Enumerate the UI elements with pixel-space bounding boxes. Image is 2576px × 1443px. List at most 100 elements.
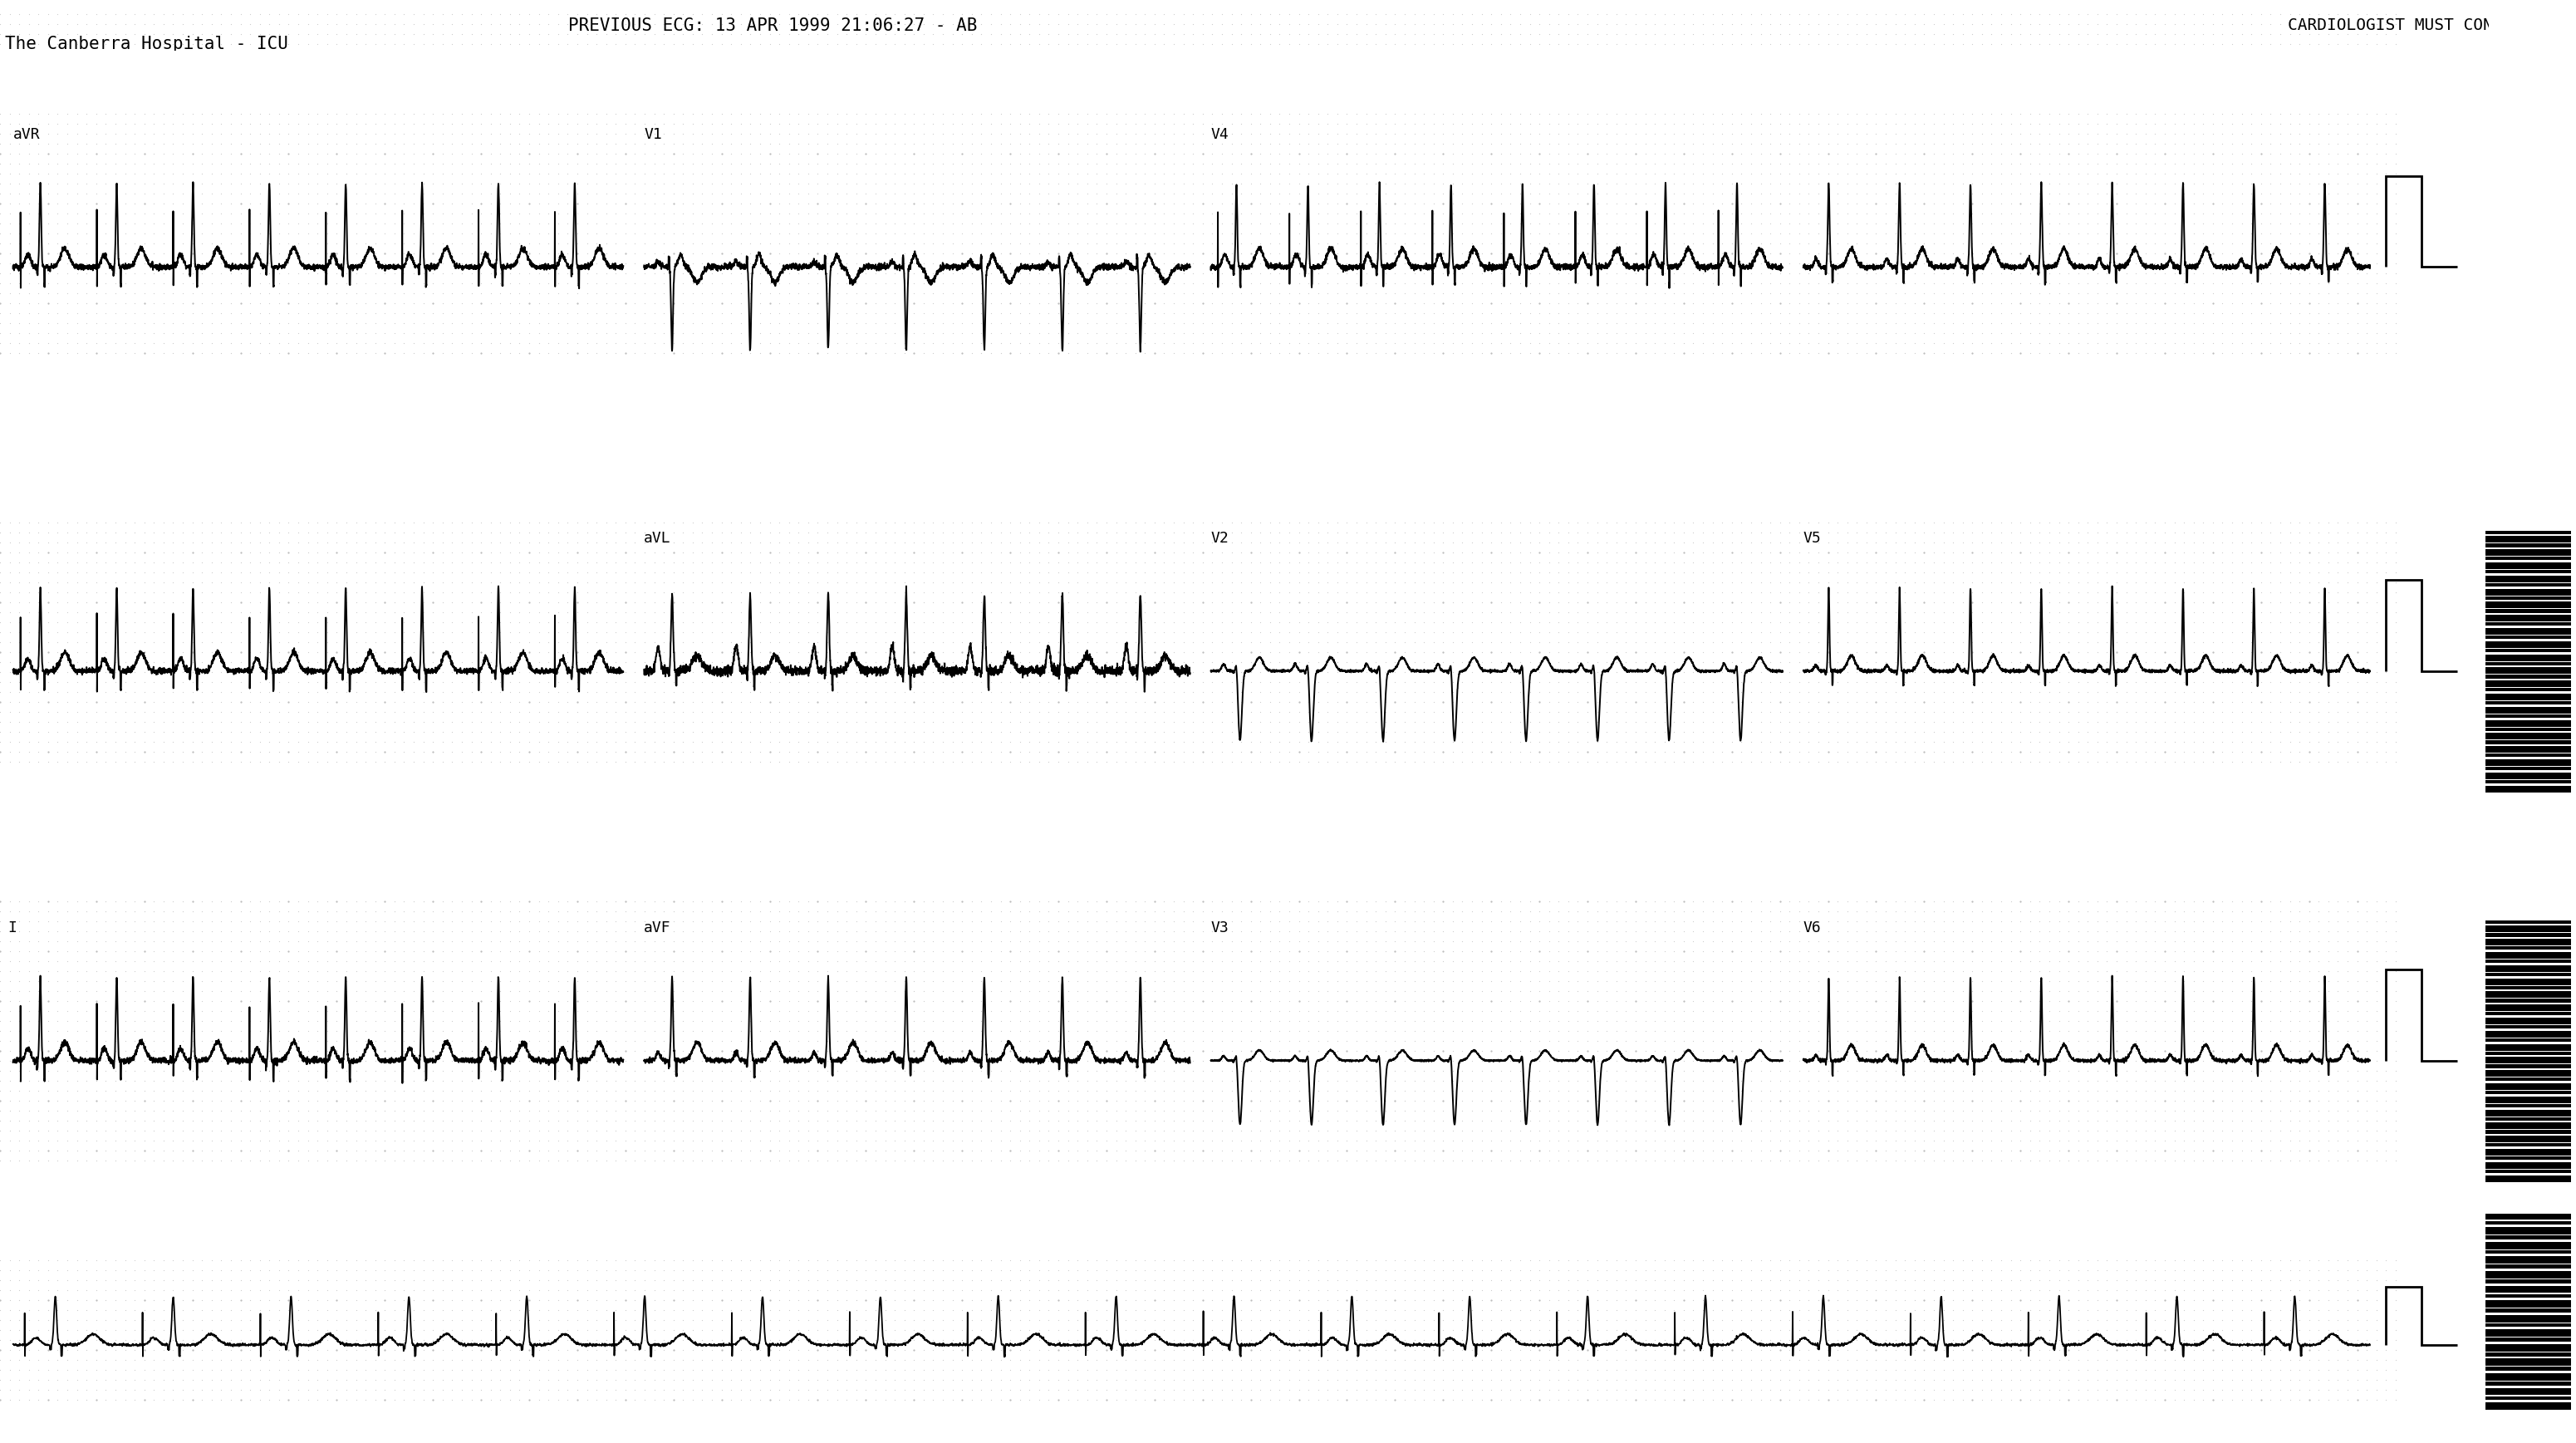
Point xyxy=(1133,411,1175,434)
Point xyxy=(36,1189,77,1212)
Point xyxy=(2030,521,2071,544)
Point xyxy=(1355,1010,1396,1033)
Point xyxy=(1239,62,1280,85)
Point xyxy=(113,143,155,166)
Point xyxy=(1577,651,1618,674)
Point xyxy=(1010,501,1051,524)
Point xyxy=(1749,551,1790,574)
Point xyxy=(1221,870,1262,893)
Point xyxy=(384,1329,425,1352)
Point xyxy=(989,1039,1030,1062)
Point xyxy=(229,1278,270,1302)
Point xyxy=(1510,253,1551,276)
Point xyxy=(567,82,608,105)
Point xyxy=(240,153,281,176)
Point xyxy=(827,1000,868,1023)
Point xyxy=(1960,840,2002,863)
Point xyxy=(933,1029,974,1052)
Point xyxy=(0,1089,31,1113)
Point xyxy=(2347,1120,2388,1143)
Point xyxy=(1306,939,1347,962)
Point xyxy=(1595,53,1636,76)
Point xyxy=(904,322,945,345)
Point xyxy=(884,511,925,534)
Point xyxy=(1847,561,1888,584)
Point xyxy=(289,681,330,704)
Point xyxy=(1721,1238,1762,1261)
Point xyxy=(2287,72,2329,95)
Point xyxy=(701,1000,742,1023)
Point xyxy=(479,1089,520,1113)
Point xyxy=(1038,631,1079,654)
Point xyxy=(1886,322,1927,345)
Point xyxy=(1288,253,1329,276)
Point xyxy=(180,949,222,973)
Point xyxy=(729,1019,770,1042)
Point xyxy=(1625,1219,1667,1242)
Point xyxy=(1432,939,1473,962)
Point xyxy=(507,1159,549,1182)
Point xyxy=(1643,1368,1685,1391)
Point xyxy=(2143,1319,2184,1342)
Point xyxy=(1605,401,1646,424)
Point xyxy=(394,302,435,325)
Point xyxy=(1450,1089,1492,1113)
Point xyxy=(1239,53,1280,76)
Point xyxy=(1605,23,1646,46)
Point xyxy=(1365,1120,1406,1143)
Point xyxy=(1528,909,1569,932)
Point xyxy=(778,491,819,514)
Point xyxy=(835,202,876,225)
Point xyxy=(2143,1278,2184,1302)
Point xyxy=(1510,980,1551,1003)
Point xyxy=(345,980,386,1003)
Point xyxy=(595,362,636,385)
Point xyxy=(1182,332,1224,355)
Point xyxy=(0,1199,21,1222)
Point xyxy=(2048,730,2089,753)
Point xyxy=(0,421,31,444)
Point xyxy=(1221,750,1262,773)
Point xyxy=(507,1089,549,1113)
Point xyxy=(412,1368,453,1391)
Point xyxy=(1847,681,1888,704)
Point xyxy=(451,600,492,623)
Point xyxy=(1932,1149,1973,1172)
Point xyxy=(1172,362,1213,385)
Point xyxy=(1672,281,1713,304)
Point xyxy=(2058,232,2099,255)
Point xyxy=(1886,521,1927,544)
Point xyxy=(2154,1100,2195,1123)
Point xyxy=(1777,462,1819,485)
Point xyxy=(500,102,541,126)
Point xyxy=(345,1329,386,1352)
Point xyxy=(1932,620,1973,644)
Point xyxy=(1615,801,1656,824)
Point xyxy=(1087,1089,1128,1113)
Point xyxy=(1154,62,1195,85)
Point xyxy=(634,720,675,743)
Point xyxy=(95,919,137,942)
Point xyxy=(201,1010,242,1033)
Point xyxy=(1682,411,1723,434)
Point xyxy=(479,1348,520,1371)
Point xyxy=(507,1209,549,1232)
Point xyxy=(940,501,981,524)
Point xyxy=(835,781,876,804)
Point xyxy=(989,990,1030,1013)
Point xyxy=(1450,939,1492,962)
Point xyxy=(1231,1189,1273,1212)
Point xyxy=(345,700,386,723)
Point xyxy=(835,960,876,983)
Point xyxy=(989,62,1030,85)
Point xyxy=(989,43,1030,66)
Point xyxy=(1154,1159,1195,1182)
Point xyxy=(1404,1309,1445,1332)
Point xyxy=(652,1128,693,1152)
Point xyxy=(2097,820,2138,843)
Point xyxy=(1172,820,1213,843)
Point xyxy=(672,53,714,76)
Point xyxy=(1528,521,1569,544)
Point xyxy=(394,291,435,315)
Point xyxy=(412,840,453,863)
